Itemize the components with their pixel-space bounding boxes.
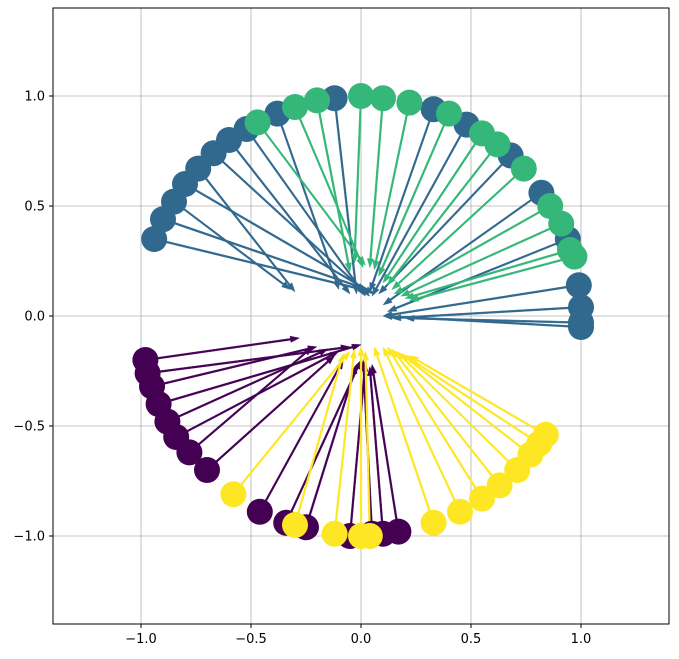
x-tick-label: 0.0 bbox=[351, 632, 372, 647]
vector-arrow bbox=[378, 154, 512, 295]
vector-arrow bbox=[245, 128, 366, 297]
vector-arrow bbox=[285, 359, 362, 524]
data-point bbox=[385, 518, 412, 545]
vector-arrow bbox=[188, 346, 314, 454]
vector-arrow bbox=[391, 167, 525, 291]
vector-arrow bbox=[382, 346, 462, 513]
data-point bbox=[356, 523, 383, 549]
vector-arrow bbox=[387, 346, 484, 500]
data-point bbox=[176, 439, 203, 466]
data-point bbox=[348, 83, 374, 109]
y-tick-label: 1.0 bbox=[24, 90, 45, 105]
vector-arrow bbox=[404, 248, 571, 300]
vector-arrow bbox=[197, 167, 296, 293]
vector-arrow bbox=[382, 313, 582, 329]
data-point bbox=[420, 509, 447, 536]
x-tick-label: −1.0 bbox=[125, 632, 157, 647]
data-point bbox=[510, 155, 537, 182]
vector-arrow bbox=[408, 255, 575, 302]
vector-arrow bbox=[351, 95, 363, 264]
vector-arrow bbox=[400, 222, 562, 297]
data-point bbox=[486, 472, 513, 499]
data-point bbox=[194, 457, 220, 483]
vector-arrow bbox=[228, 139, 351, 295]
vector-arrow bbox=[357, 346, 365, 537]
data-point bbox=[244, 109, 271, 136]
vector-arrow bbox=[395, 350, 519, 471]
ticks: −1.0 −0.5 0.0 0.5 1.0 1.0 0.5 0.0 −0.5 −1.0 bbox=[13, 90, 591, 648]
vector-arrow bbox=[153, 237, 373, 294]
vector-arrow bbox=[408, 355, 547, 436]
vector-arrow bbox=[333, 97, 360, 295]
vector-arrow bbox=[145, 335, 300, 362]
data-point bbox=[565, 272, 592, 299]
data-point bbox=[396, 89, 423, 116]
vector-arrow bbox=[173, 200, 292, 290]
vector-arrow bbox=[304, 363, 358, 528]
vector-arrow bbox=[293, 106, 364, 269]
y-tick-label: 0.5 bbox=[24, 200, 45, 215]
vector-arrow bbox=[369, 363, 400, 532]
data-point bbox=[304, 87, 330, 114]
vector-arrow bbox=[367, 97, 385, 269]
vector-arrow bbox=[404, 355, 540, 445]
vector-arrow bbox=[371, 123, 468, 297]
data-point bbox=[532, 421, 559, 448]
data-point bbox=[370, 85, 396, 112]
x-tick-label: 0.5 bbox=[461, 632, 482, 647]
data-point bbox=[141, 226, 168, 252]
data-point bbox=[561, 243, 588, 270]
vector-arrow bbox=[386, 237, 569, 312]
vector-arrow bbox=[315, 99, 352, 273]
vector-arrow bbox=[158, 343, 362, 406]
y-tick-label: −0.5 bbox=[13, 420, 45, 435]
vector-arrow bbox=[400, 353, 532, 456]
vector-arrow bbox=[206, 355, 336, 471]
vector-arrow bbox=[372, 102, 411, 271]
data-point bbox=[282, 94, 308, 120]
x-tick-label: 1.0 bbox=[571, 632, 592, 647]
data-point bbox=[321, 520, 348, 547]
vector-arrow bbox=[373, 346, 435, 524]
data-point bbox=[548, 210, 575, 237]
vector-arrow bbox=[147, 344, 351, 375]
y-tick-label: 0.0 bbox=[24, 310, 45, 325]
arrow-layer bbox=[145, 95, 582, 537]
data-point bbox=[484, 131, 511, 158]
vector-arrow bbox=[333, 348, 357, 535]
vector-arrow bbox=[212, 152, 371, 297]
data-point bbox=[447, 498, 473, 525]
vector-arrow bbox=[293, 352, 345, 526]
vector-arrow bbox=[369, 108, 435, 293]
data-point bbox=[568, 314, 594, 340]
vector-arrow bbox=[276, 113, 340, 291]
vector-arrow bbox=[232, 350, 351, 496]
vector-arrow bbox=[362, 350, 371, 537]
x-tick-label: −0.5 bbox=[235, 632, 267, 647]
vector-arrow bbox=[378, 112, 451, 277]
vector-arrow bbox=[367, 366, 385, 535]
data-point bbox=[246, 498, 273, 525]
data-point bbox=[282, 512, 308, 538]
data-point bbox=[220, 481, 247, 508]
vector-arrow bbox=[387, 143, 499, 286]
data-point bbox=[436, 100, 462, 127]
vector-arrow bbox=[382, 132, 484, 284]
vector-arrow bbox=[393, 204, 551, 295]
y-tick-label: −1.0 bbox=[13, 530, 45, 545]
point-layer bbox=[132, 83, 594, 549]
